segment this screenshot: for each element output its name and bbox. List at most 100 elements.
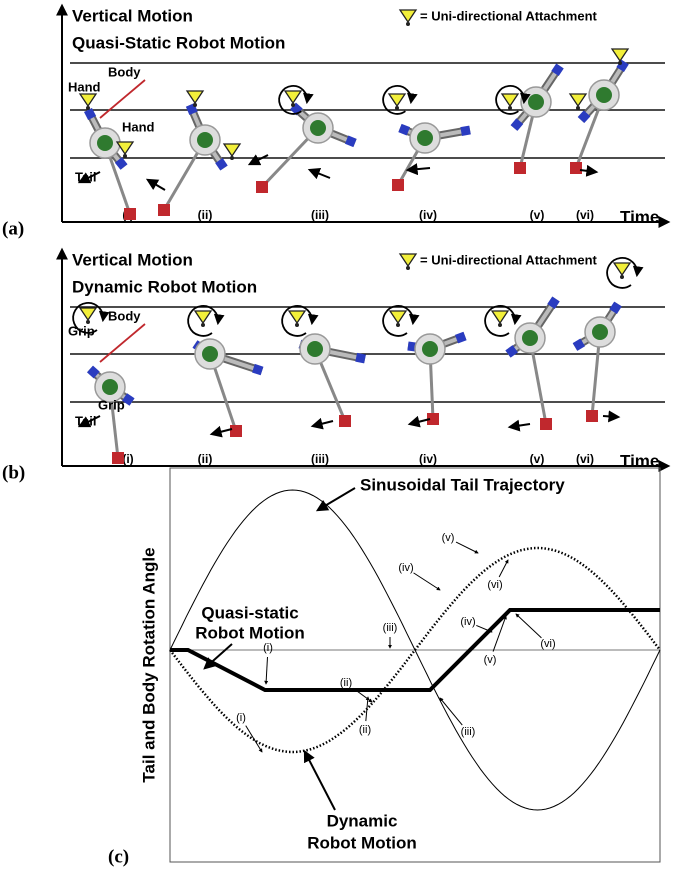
attachment-icon xyxy=(398,253,418,268)
robot-tail-mass xyxy=(427,413,439,425)
robot-hand xyxy=(505,345,518,358)
attachment-dot xyxy=(406,22,410,26)
marker-label: (vi) xyxy=(487,579,502,591)
robot-hand xyxy=(609,301,622,315)
motion-arrow xyxy=(507,419,531,432)
marker-arrow xyxy=(413,572,441,591)
robot-hand xyxy=(510,118,524,131)
robot-body xyxy=(307,341,323,357)
attachment-icon xyxy=(222,143,242,158)
rotation-arrow xyxy=(606,256,644,289)
motion-arrow xyxy=(145,178,166,191)
robot-hand xyxy=(355,352,366,364)
motion-arrow xyxy=(315,487,356,512)
attachment-icon xyxy=(78,93,98,108)
motion-arrow xyxy=(602,410,621,423)
attachment-icon xyxy=(115,141,135,156)
pointer-line xyxy=(99,323,146,363)
rotation-arrow xyxy=(382,304,420,337)
part-label: Hand xyxy=(68,79,101,94)
robot-hand xyxy=(551,63,564,76)
robot-tail-mass xyxy=(570,162,582,174)
marker-arrow xyxy=(365,696,370,722)
attachment-icon xyxy=(500,93,520,108)
marker-label: (iv) xyxy=(460,616,475,628)
robot-hand xyxy=(83,107,97,121)
robot-body xyxy=(202,346,218,362)
panel-label: (c) xyxy=(108,846,129,867)
robot-body xyxy=(197,132,213,148)
attachment-dot xyxy=(395,106,399,110)
marker-label: (v) xyxy=(442,532,455,544)
marker-label: (iv) xyxy=(398,562,413,574)
step-label: (iv) xyxy=(419,452,437,466)
rotation-arrow xyxy=(281,304,319,337)
attachment-dot xyxy=(193,103,197,107)
marker-arrow xyxy=(264,656,269,685)
rotation-arrow xyxy=(278,84,314,115)
motion-arrow xyxy=(209,425,233,438)
panel-label: (b) xyxy=(2,462,25,483)
robot-hand xyxy=(215,158,228,171)
attachment-icon xyxy=(490,310,510,325)
rotation-arrow xyxy=(495,84,531,115)
step-label: (ii) xyxy=(198,452,213,466)
attachment-icon xyxy=(387,93,407,108)
marker-label: (v) xyxy=(484,654,497,666)
attachment-dot xyxy=(406,266,410,270)
part-label: Body xyxy=(108,308,141,323)
part-label: Grip xyxy=(98,397,125,412)
robot-hand xyxy=(344,135,357,148)
part-label: Body xyxy=(108,64,141,79)
panel-title: Vertical Motion xyxy=(72,6,193,25)
attachment-dot xyxy=(201,323,205,327)
attachment-icon xyxy=(398,9,418,24)
marker-label: (ii) xyxy=(340,677,352,689)
robot-tail-mass xyxy=(514,162,526,174)
attachment-icon xyxy=(610,48,630,63)
panel-label: (a) xyxy=(2,218,24,239)
marker-label: (iii) xyxy=(461,726,476,738)
step-label: (iii) xyxy=(311,208,329,222)
attachment-dot xyxy=(498,323,502,327)
attachment-icon xyxy=(185,90,205,105)
part-label: Grip xyxy=(68,323,95,338)
motion-arrow xyxy=(77,171,101,184)
motion-arrow xyxy=(303,749,336,811)
attachment-dot xyxy=(576,106,580,110)
robot-body xyxy=(417,130,433,146)
rotation-arrow xyxy=(187,304,225,337)
attachment-dot xyxy=(620,275,624,279)
robot-hand xyxy=(252,363,264,376)
marker-arrow xyxy=(476,625,493,633)
step-label: (iii) xyxy=(311,452,329,466)
robot-body xyxy=(310,120,326,136)
attachment-dot xyxy=(86,320,90,324)
attachment-icon xyxy=(612,262,632,277)
attachment-dot xyxy=(123,154,127,158)
robot-tail-mass xyxy=(158,204,170,216)
annotation: Quasi-static xyxy=(201,603,298,622)
axis-label: Time xyxy=(620,451,659,470)
marker-label: (ii) xyxy=(359,724,371,736)
robot-tail-mass xyxy=(256,181,268,193)
part-label: Hand xyxy=(122,119,155,134)
robot-body xyxy=(528,94,544,110)
part-label: Tail xyxy=(75,169,96,184)
marker-label: (vi) xyxy=(540,638,555,650)
attachment-icon xyxy=(287,310,307,325)
robot-hand xyxy=(114,157,128,170)
part-label: Tail xyxy=(75,413,96,428)
robot-tail-mass xyxy=(124,208,136,220)
attachment-dot xyxy=(508,106,512,110)
marker-arrow xyxy=(515,613,542,639)
y-axis-label: Tail and Body Rotation Angle xyxy=(139,547,158,782)
pointer-line xyxy=(99,79,146,119)
panel-subtitle: Quasi-Static Robot Motion xyxy=(72,33,285,52)
robot-body xyxy=(97,135,113,151)
attachment-dot xyxy=(230,156,234,160)
legend-text: = Uni-directional Attachment xyxy=(420,8,598,23)
panel-subtitle: Dynamic Robot Motion xyxy=(72,277,257,296)
motion-arrow xyxy=(77,415,101,428)
marker-arrow xyxy=(455,541,479,554)
